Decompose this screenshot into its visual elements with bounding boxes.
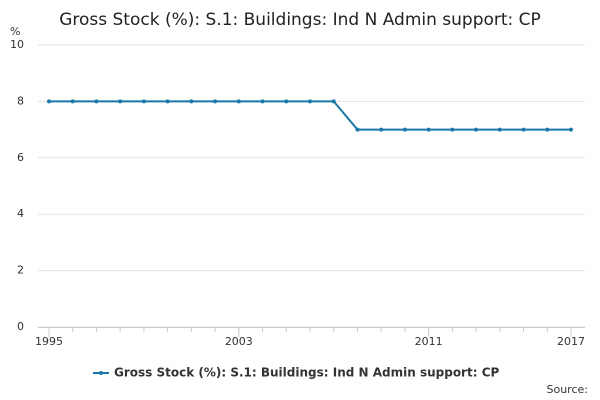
point [141, 99, 146, 104]
series-line [49, 100, 571, 131]
point [450, 127, 455, 132]
point [569, 127, 573, 132]
point [70, 99, 75, 104]
point [284, 99, 289, 104]
legend-swatch-point [99, 371, 103, 375]
point [402, 127, 407, 132]
point [521, 127, 526, 132]
y-tick-label: 4 [17, 207, 24, 220]
y-unit: % [10, 25, 20, 38]
point [94, 99, 99, 104]
point [545, 127, 550, 132]
point [165, 99, 170, 104]
y-tick-label: 10 [10, 38, 24, 51]
point [497, 127, 502, 132]
x-tick-label: 2017 [557, 335, 585, 348]
chart-title: Gross Stock (%): S.1: Buildings: Ind N A… [59, 10, 541, 30]
source: Source: [547, 383, 589, 396]
point [355, 127, 360, 132]
point [47, 99, 51, 104]
point [474, 127, 479, 132]
x-tick-label: 2011 [415, 335, 443, 348]
point [213, 99, 218, 104]
y-tick-label: 6 [17, 151, 24, 164]
y-tick-label: 2 [17, 264, 24, 277]
point [118, 99, 123, 104]
y-tick-label: 8 [17, 94, 24, 107]
point [331, 99, 336, 104]
legend-label: Gross Stock (%): S.1: Buildings: Ind N A… [114, 366, 499, 380]
point [379, 127, 384, 132]
point [189, 99, 194, 104]
point [308, 99, 312, 104]
point [260, 99, 265, 104]
x-tick-label: 2003 [225, 335, 253, 348]
x-tick-label: 1995 [35, 335, 63, 348]
point [236, 99, 241, 104]
point [426, 127, 431, 132]
y-tick-label: 0 [17, 320, 24, 333]
